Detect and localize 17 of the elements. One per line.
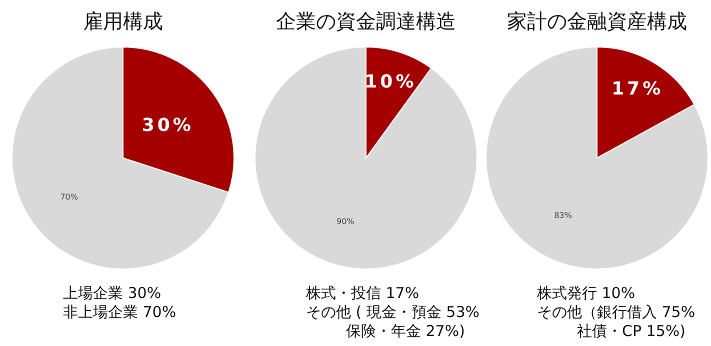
data-label: 10%	[364, 71, 417, 92]
text: 保険・年金 27%)	[346, 322, 465, 340]
data-label: 70%	[60, 192, 78, 202]
text: 株式・投信 17%	[305, 284, 420, 302]
data-label: 90%	[336, 216, 355, 226]
chart-title: 家計の金融資産構成	[507, 9, 687, 33]
text: 社債・CP 15%)	[577, 322, 686, 340]
text: 非上場企業 70%	[63, 303, 176, 321]
text: その他 ( 現金・預金 53%	[306, 303, 480, 321]
text: 上場企業 30%	[63, 284, 162, 302]
text: その他（銀行借入 75%	[537, 303, 696, 321]
chart-title: 企業の資金調達構造	[276, 9, 456, 33]
data-label: 30%	[142, 114, 194, 136]
data-label: 17%	[612, 78, 664, 100]
text: 株式発行 10%	[536, 284, 636, 302]
data-label: 83%	[554, 210, 572, 220]
chart-title: 雇用構成	[83, 9, 163, 33]
